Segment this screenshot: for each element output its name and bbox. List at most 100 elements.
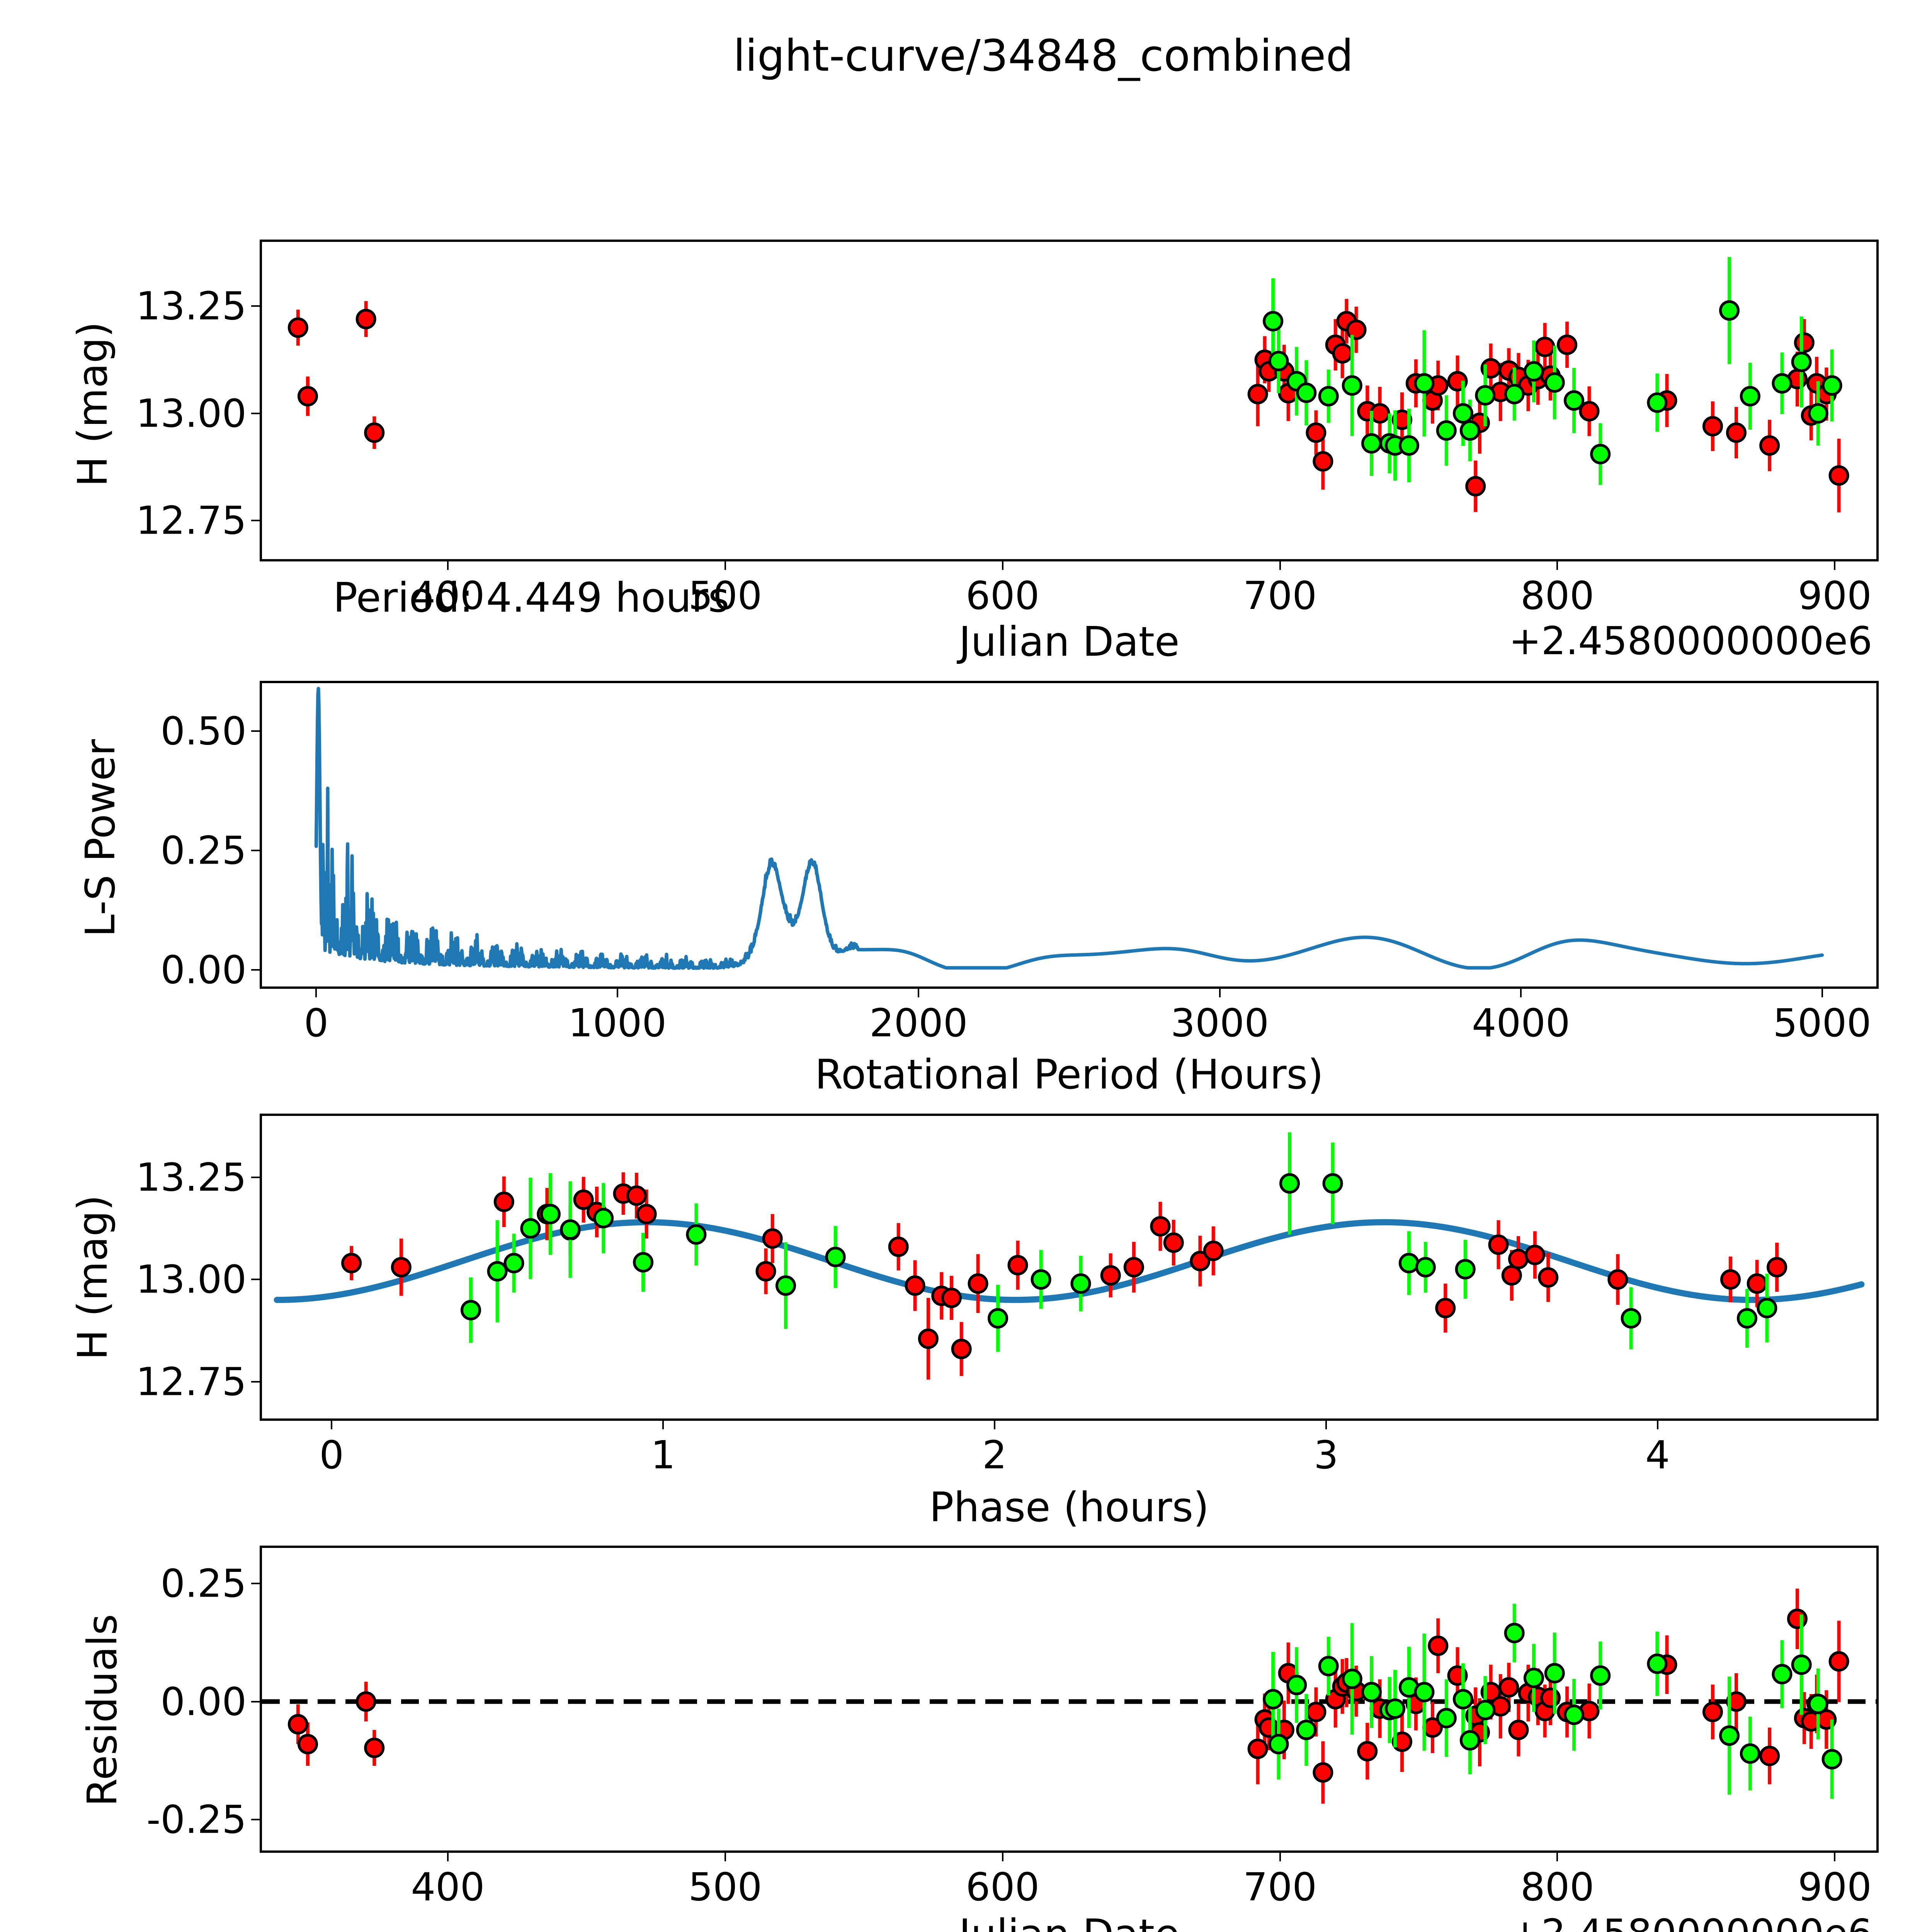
x-tick-label: 600 [966,1864,1040,1910]
data-point [573,1189,594,1210]
x-tick-label: 600 [966,573,1040,618]
data-point [1435,1298,1456,1318]
y-tick-label: 13.25 [136,1155,247,1200]
data-point [1369,403,1390,424]
data-point [1190,1251,1211,1272]
data-point [1538,1267,1559,1288]
data-point [560,1219,581,1240]
data-point [1306,422,1327,443]
data-point [1767,1257,1787,1277]
y-tick-mark [251,1701,260,1702]
data-point [1415,1257,1436,1277]
data-point [1346,319,1367,340]
x-tick-label: 2000 [869,1000,968,1046]
x-tick-label: 0 [304,1000,329,1046]
y-tick-label: 13.25 [136,283,247,329]
data-point [520,1218,541,1239]
data-point [1268,1734,1289,1755]
data-point [1534,337,1555,357]
x-tick-label: 700 [1243,1864,1317,1910]
data-point [1268,350,1289,371]
data-point [1504,384,1525,405]
data-point [888,1236,909,1257]
data-point [1384,1698,1405,1719]
series-red_survey [341,1172,1787,1380]
y-tick-label: -0.25 [146,1797,247,1842]
data-point [755,1261,776,1282]
data-point [951,1338,972,1359]
data-point [1720,1269,1741,1290]
y-tick-mark [251,730,260,732]
data-point [1318,386,1339,406]
data-point [825,1247,846,1267]
panel-lightcurve-ylabel: H (mag) [69,321,116,487]
data-point [1544,1663,1565,1684]
data-point [1564,1704,1585,1725]
data-point [355,309,376,330]
data-point [1647,1653,1668,1674]
data-point [1203,1240,1224,1261]
y-tick-label: 0.00 [160,1679,247,1725]
data-point [1726,1691,1747,1712]
data-point [355,1691,376,1712]
data-point [1398,435,1419,456]
data-point [1828,1651,1849,1672]
data-point [1508,1248,1529,1269]
x-tick-mark [1002,561,1003,570]
data-point [297,1734,318,1755]
data-point [1759,1745,1780,1766]
panel-residuals [260,1546,1879,1853]
figure-title: light-curve/34848_combined [733,31,1354,81]
data-point [686,1224,707,1245]
data-point [1821,1749,1842,1770]
data-point [1070,1273,1091,1294]
data-point [1465,476,1486,497]
panel-periodogram [260,681,1879,989]
data-point [460,1300,481,1321]
data-point [1459,420,1480,441]
data-point [1747,1273,1767,1294]
y-tick-mark [251,1279,260,1281]
data-point [1772,373,1793,394]
data-point [1540,1687,1561,1708]
x-tick-label: 1000 [568,1000,667,1046]
x-tick-label: 500 [688,573,762,618]
data-point [636,1204,657,1225]
data-point [391,1257,412,1277]
x-tick-mark [1834,561,1836,570]
data-point [762,1228,783,1249]
x-tick-mark [331,1421,333,1429]
y-tick-mark [251,520,260,522]
period-annotation: Period: 4.449 hours [333,574,730,621]
x-tick-label: 5000 [1773,1000,1871,1046]
data-point [1247,384,1268,405]
x-tick-label: 700 [1243,573,1317,618]
y-tick-mark [251,305,260,307]
data-point [1787,1609,1808,1629]
data-point [1436,1708,1457,1728]
data-point [1279,1173,1300,1194]
data-point [1150,1216,1171,1237]
x-tick-mark [1656,1421,1658,1429]
y-tick-mark [251,1582,260,1584]
data-point [1306,1702,1327,1723]
data-point [1808,1694,1828,1714]
data-point [493,1191,514,1212]
data-point [1475,385,1496,406]
periodogram-curve [314,687,1824,970]
data-point [1791,352,1812,372]
panel-lightcurve [260,240,1879,561]
y-tick-mark [251,849,260,851]
data-point [1719,300,1740,321]
y-tick-label: 13.00 [136,391,247,436]
x-tick-mark [1002,1853,1003,1861]
panel-phase-xlabel: Phase (hours) [929,1484,1209,1531]
data-point [287,317,308,338]
data-point [626,1185,647,1206]
data-point [633,1252,654,1273]
data-point [1342,1668,1362,1689]
data-point [1557,334,1578,355]
x-tick-label: 900 [1798,1864,1872,1910]
panel-periodogram-ylabel: L-S Power [77,739,124,937]
data-point [1263,311,1284,332]
